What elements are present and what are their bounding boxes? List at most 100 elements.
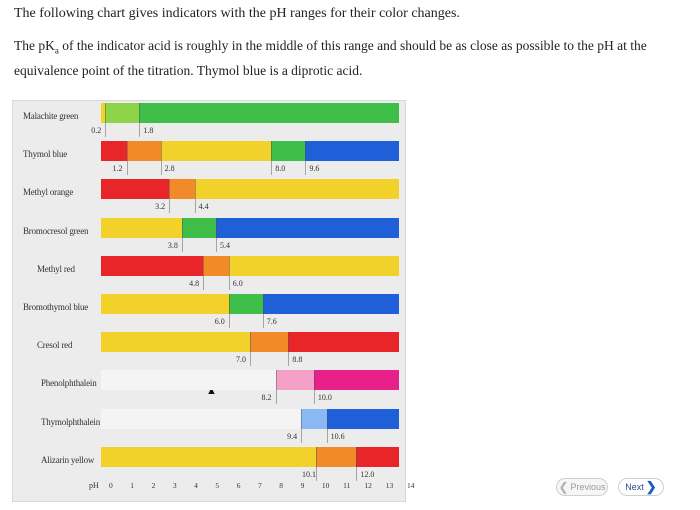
tick-label: 10.1 [301,469,316,479]
indicator-color-segment [326,408,399,429]
tick-label: 7.6 [266,317,277,326]
indicator-label: Methyl red [37,263,75,274]
indicator-color-segment [101,255,204,276]
indicator-color-segment [101,103,106,123]
ph-axis-tick: 13 [385,481,394,490]
ph-axis-tick: 9 [300,481,305,490]
indicator-label: Phenolphthalein [41,378,97,389]
indicator-color-segment [313,370,399,391]
tick-line [194,179,196,214]
tick-line [356,446,358,481]
tick-line [313,370,315,405]
tick-label: 8.2 [261,393,272,403]
tick-line [105,103,107,137]
indicator-color-segment [262,294,399,314]
indicator-color-segment [301,408,327,429]
indicator-label: Bromocresol green [23,225,89,236]
ph-axis-label: pH [89,481,99,490]
mouse-cursor-icon: ▲ [206,385,217,397]
next-button[interactable]: Next ❯ [618,478,664,496]
indicator-color-segment [194,179,399,200]
tick-label: 7.0 [236,355,246,365]
indicator-color-segment [101,332,250,353]
tick-line [301,408,303,443]
tick-label: 6.0 [214,317,225,326]
tick-line [126,141,128,176]
tick-line [262,294,264,328]
indicator-color-segment [356,446,399,467]
tick-label: 12.0 [360,469,375,479]
ph-axis-tick: 3 [172,481,177,490]
ph-axis-tick: 0 [109,481,113,490]
ph-axis-tick: 6 [236,481,241,490]
indicator-color-segment [101,141,127,162]
indicator-color-segment [101,294,229,314]
tick-label: 1.8 [143,126,154,135]
indicator-label: Bromothymol blue [23,302,89,312]
pka-subscript: a [54,45,59,56]
indicator-color-segment [305,141,399,162]
tick-label: 2.8 [164,164,175,174]
indicator-color-segment [215,217,399,238]
tick-line [275,370,277,405]
indicator-color-segment [181,217,216,238]
tick-label: 10.0 [317,393,332,403]
previous-label: Previous [570,482,606,492]
chevron-right-icon: ❯ [645,479,657,494]
tick-line [228,294,230,328]
tick-line [271,141,273,176]
indicator-color-segment [126,141,161,162]
ph-axis-tick: 10 [321,481,330,490]
chevron-left-icon: ❮ [558,480,569,494]
indicator-label: Alizarin yellow [41,454,95,465]
tick-line [160,141,162,176]
tick-line [305,141,307,176]
intro-text: The following chart gives indicators wit… [14,6,460,21]
ph-axis-tick: 8 [279,481,284,490]
indicator-color-segment [250,332,289,353]
tick-label: 4.4 [198,202,209,212]
tick-line [326,408,328,443]
indicator-color-segment [105,103,140,123]
tick-label: 0.2 [91,126,102,135]
indicator-chart: ▲ Malachite green 0.2 1.8 Thymol blue 1.2 2.8… [12,100,415,502]
tick-label: 6.0 [232,278,243,288]
indicator-color-segment [288,332,399,353]
ph-axis-tick: 5 [215,481,220,490]
tick-line [250,332,251,367]
pka-text: The pK [14,38,55,53]
tick-label: 8.0 [275,164,286,174]
indicator-color-segment [228,294,263,314]
tick-line [228,255,230,290]
indicator-color-segment [101,446,316,467]
description-rest: of the indicator acid is roughly in the … [14,38,647,78]
tick-line [215,217,217,252]
indicator-color-segment [271,141,306,162]
indicator-color-segment [275,370,314,391]
tick-line [181,217,183,252]
ph-axis-tick: 2 [151,481,156,490]
tick-label: 5.4 [219,240,230,250]
indicator-label: Cresol red [37,340,73,351]
indicator-label: Malachite green [23,111,79,121]
tick-line [203,255,205,290]
indicator-color-segment [228,255,399,276]
indicator-color-segment [101,408,302,429]
indicator-color-segment [101,370,276,391]
tick-label: 3.8 [167,240,178,250]
tick-line [139,103,141,137]
ph-axis-tick: 1 [130,481,135,490]
next-label: Next [625,482,644,492]
indicator-color-segment [203,255,229,276]
tick-line [288,332,290,367]
indicator-color-segment [315,446,357,467]
indicator-color-segment [101,217,182,238]
tick-label: 9.6 [309,164,320,174]
indicator-color-segment [101,179,170,200]
indicator-label: Methyl orange [23,187,74,198]
ph-axis-tick: 4 [194,481,198,490]
description-paragraph: The pKa of the indicator acid is roughly… [14,36,654,80]
tick-label: 10.6 [330,431,345,441]
indicator-color-segment [160,141,272,162]
previous-button[interactable]: ❮ Previous [556,478,608,496]
